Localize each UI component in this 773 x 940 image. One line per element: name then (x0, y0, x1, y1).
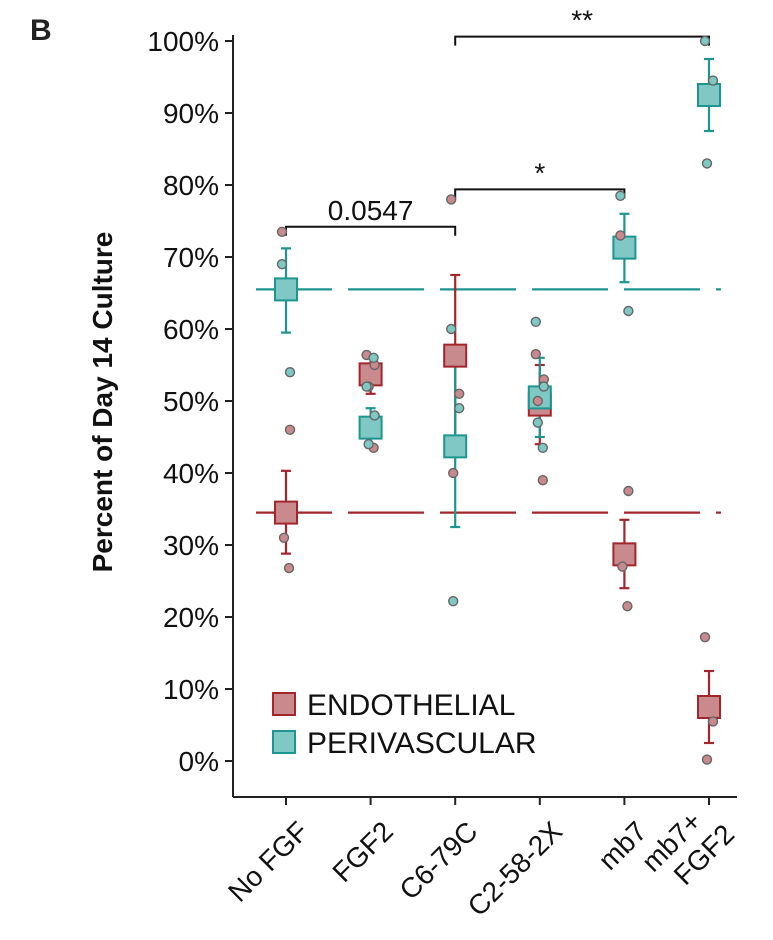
y-tick-label: 80% (163, 170, 219, 201)
y-tick-label: 30% (163, 530, 219, 561)
data-point (368, 352, 379, 363)
y-tick-label: 50% (163, 386, 219, 417)
data-point (699, 631, 711, 643)
data-point (701, 158, 713, 169)
y-tick-label: 90% (163, 98, 219, 129)
data-point (361, 381, 372, 392)
data-point (707, 716, 719, 727)
data-point (369, 410, 380, 421)
x-tick-label: mb7+FGF2 (636, 796, 741, 901)
x-tick-label: C2-58-2X (462, 815, 569, 922)
mean-marker-perivascular (697, 83, 721, 107)
mean-marker-endothelial (697, 695, 721, 719)
y-tick-label: 40% (163, 458, 219, 489)
data-point (284, 424, 296, 435)
data-point (448, 595, 459, 607)
significance-label: ** (571, 5, 593, 36)
data-point (276, 226, 288, 238)
data-point (623, 305, 634, 317)
mean-marker-endothelial (443, 343, 468, 368)
y-tick-label: 0% (179, 746, 219, 777)
x-tick-label: mb7 (592, 815, 652, 875)
data-point (530, 349, 541, 360)
data-point (538, 381, 549, 392)
data-point (699, 35, 711, 47)
significance-bracket (454, 188, 626, 199)
legend-label: PERIVASCULAR (307, 727, 537, 760)
panel-label: B (30, 14, 52, 47)
data-point (454, 388, 465, 399)
significance-label: 0.0547 (328, 195, 414, 226)
y-tick-label: 60% (163, 314, 219, 345)
x-tick-label: No FGF (222, 815, 314, 907)
mean-marker-perivascular (274, 277, 298, 302)
data-point (532, 395, 543, 407)
significance-bracket (454, 35, 710, 46)
data-point (701, 754, 713, 765)
data-point (276, 259, 288, 270)
data-point (446, 323, 457, 335)
data-point (530, 316, 541, 327)
x-tick-label: FGF2 (326, 815, 399, 888)
data-point (537, 475, 548, 486)
data-point (707, 75, 719, 86)
data-point (622, 601, 633, 612)
mean-marker-perivascular (612, 235, 637, 260)
y-tick-label: 10% (163, 674, 219, 705)
y-tick-label: 100% (147, 26, 219, 57)
significance-label: * (534, 157, 545, 188)
data-point (363, 439, 374, 450)
legend-label: ENDOTHELIAL (307, 689, 515, 722)
data-point (615, 230, 626, 241)
y-tick-label: 70% (163, 242, 219, 273)
legend: ENDOTHELIAL PERIVASCULAR (272, 689, 537, 760)
y-tick-label: 20% (163, 602, 219, 633)
legend-swatch (272, 730, 296, 754)
y-axis-label: Percent of Day 14 Culture (87, 232, 118, 573)
legend-swatch (272, 692, 296, 716)
data-point (454, 403, 465, 414)
mean-marker-perivascular (443, 434, 468, 459)
data-point (615, 190, 626, 202)
data-point (278, 532, 290, 543)
data-point (623, 485, 634, 497)
data-point (532, 417, 543, 428)
data-point (284, 367, 296, 378)
mean-marker-endothelial (274, 500, 298, 525)
data-point (617, 561, 628, 572)
data-point (537, 442, 548, 453)
data-point (283, 562, 295, 574)
mean-marker-perivascular (358, 415, 383, 440)
data-point (446, 194, 457, 205)
data-point (448, 467, 459, 479)
significance-bracket (285, 225, 457, 236)
